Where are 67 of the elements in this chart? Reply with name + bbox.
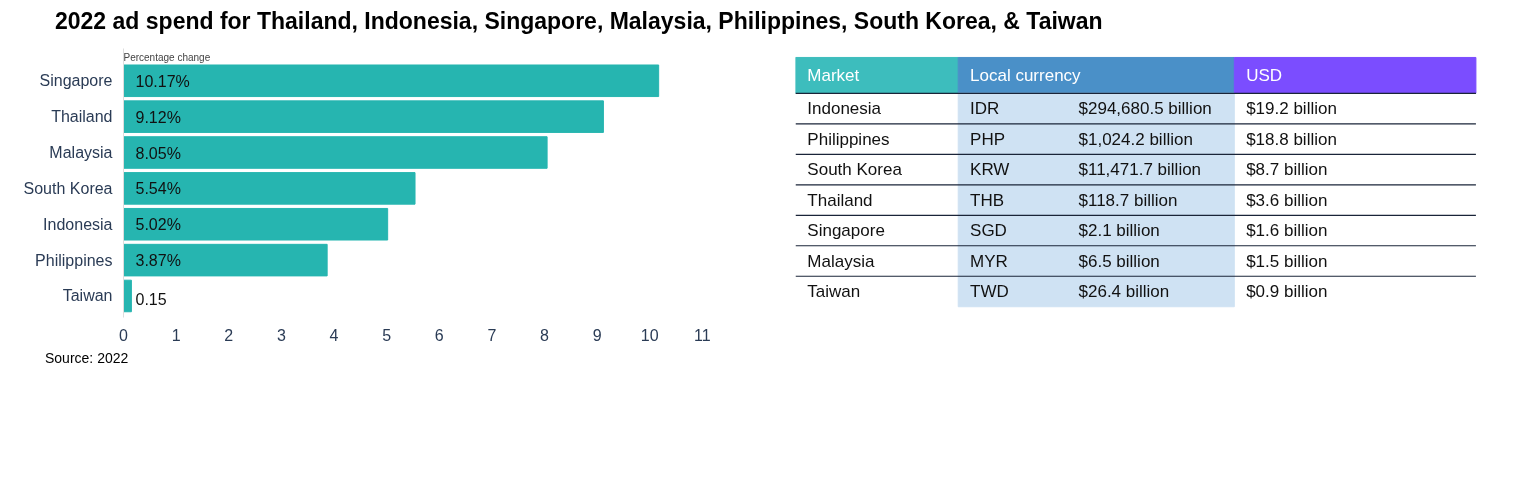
text: $19.2 billion	[1246, 98, 1337, 118]
x-tick-label: 6	[434, 326, 444, 344]
text: $8.7 billion	[1246, 159, 1328, 179]
y-tick-label: Indonesia	[43, 215, 113, 233]
y-tick-label: Thailand	[51, 107, 113, 125]
text: Market	[807, 65, 860, 85]
y-tick-label: Philippines	[35, 251, 113, 269]
x-tick-label: 3	[276, 326, 286, 344]
text: Malaysia	[807, 251, 875, 271]
text: $2.1 billion	[1078, 220, 1160, 240]
bar	[123, 64, 660, 97]
text: $0.9 billion	[1246, 281, 1328, 301]
y-tick-label: Singapore	[39, 72, 113, 90]
data-label: 5.02%	[135, 216, 181, 234]
text: MYR	[970, 251, 1008, 271]
y-tick-label: Taiwan	[62, 287, 113, 305]
y-tick-label: Malaysia	[49, 143, 113, 161]
x-tick-label: 0	[119, 326, 129, 344]
x-tick-label: 2	[224, 326, 234, 344]
text: Singapore	[807, 220, 885, 240]
text: $26.4 billion	[1078, 281, 1170, 301]
bar	[123, 207, 389, 241]
text: THB	[970, 190, 1005, 210]
data-label: 9.12%	[135, 108, 181, 126]
x-tick-label: 10	[640, 326, 659, 344]
text: $6.5 billion	[1078, 251, 1160, 271]
x-tick-label: 5	[382, 326, 392, 344]
data-label: 10.17%	[135, 72, 190, 90]
x-tick-label: 11	[694, 326, 711, 344]
data-label: 8.05%	[135, 144, 181, 162]
text: Philippines	[807, 129, 890, 149]
text: USD	[1246, 65, 1283, 85]
text: $3.6 billion	[1246, 190, 1328, 210]
text: $1,024.2 billion	[1078, 129, 1193, 149]
bar	[123, 279, 132, 313]
bar	[123, 136, 548, 169]
text: SGD	[970, 220, 1007, 240]
text: Taiwan	[807, 281, 861, 301]
data-label: 0.15	[135, 290, 167, 308]
x-tick-label: 7	[487, 326, 497, 344]
data-label: 3.87%	[135, 251, 181, 269]
x-tick-label: 9	[592, 326, 602, 344]
text: $11,471.7 billion	[1078, 159, 1202, 179]
text: TWD	[970, 281, 1009, 301]
text: $1.5 billion	[1246, 251, 1328, 271]
bar	[123, 171, 416, 205]
chart-title: 2022 ad spend for Thailand, Indonesia, Singapore, Malaysia, Philippines, South Korea, & Taiwan	[55, 7, 1103, 36]
text: Indonesia	[807, 98, 882, 118]
text: Thailand	[807, 190, 873, 210]
x-tick-label: 4	[329, 326, 339, 344]
x-tick-label: 1	[171, 326, 181, 344]
text: PHP	[970, 129, 1006, 149]
data-label: 5.54%	[135, 180, 181, 198]
text: $1.6 billion	[1246, 220, 1328, 240]
text: $294,680.5 billion	[1078, 98, 1212, 118]
text: South Korea	[807, 159, 903, 179]
x-tick-label: 8	[540, 326, 550, 344]
chart-subtitle: Percentage change	[123, 51, 211, 63]
text: KRW	[970, 159, 1010, 179]
bar	[123, 100, 604, 133]
y-tick-label: South Korea	[23, 179, 113, 197]
text: $118.7 billion	[1078, 190, 1178, 210]
bar	[123, 243, 328, 277]
text: IDR	[970, 98, 1000, 118]
text: Local currency	[970, 65, 1082, 85]
source-note: Source: 2022	[45, 348, 129, 368]
text: $18.8 billion	[1246, 129, 1337, 149]
